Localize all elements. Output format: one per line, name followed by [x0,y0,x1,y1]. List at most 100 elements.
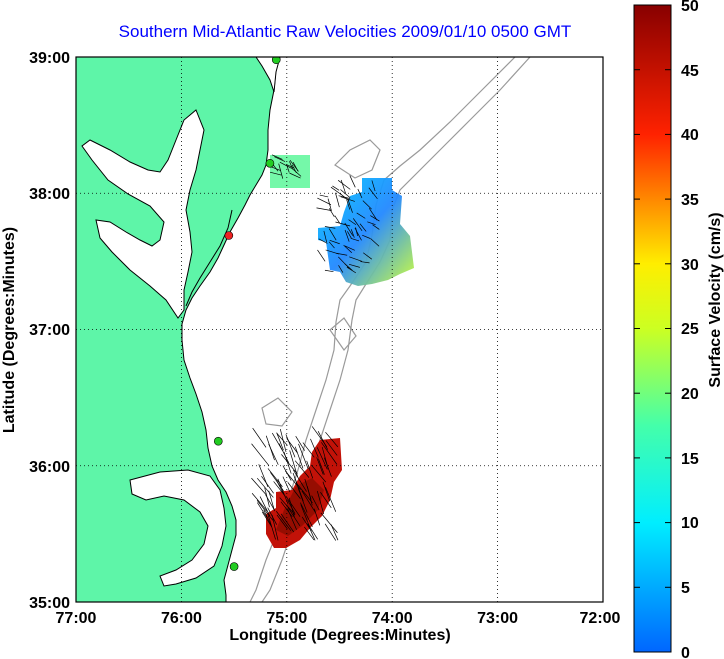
chesapeake-bay [81,109,205,319]
velocity-arrow [343,244,353,254]
velocity-arrow [317,249,326,262]
velocity-arrow [273,481,285,495]
velocity-arrow [265,435,275,461]
velocity-arrow [291,164,297,174]
velocity-arrow [267,507,277,525]
velocity-arrow [289,161,293,170]
velocity-arrow [316,447,328,470]
y-tick-label: 36:00 [29,459,70,476]
colorbar-tick-labels: 50 45 40 35 30 25 20 15 10 5 0 [681,0,699,659]
velocity-arrow [335,221,351,227]
velocity-arrow [334,215,341,224]
station-marker [213,436,223,446]
station-marker [224,231,234,240]
velocity-arrow [357,188,363,199]
y-tick-label: 38:00 [29,186,70,203]
velocity-arrow [259,496,271,517]
station-marker [271,57,281,65]
velocity-arrow [307,523,316,541]
velocity-arrow [294,477,304,502]
velocity-arrow [276,511,292,531]
velocity-arrow [332,185,340,191]
colorbar-tick-label: 20 [681,386,699,403]
velocity-arrow [280,513,295,533]
velocity-arrow [327,198,332,211]
pamlico-sound [129,469,227,587]
velocity-arrow [313,508,321,526]
velocity-arrow [276,432,284,451]
velocity-arrow [293,469,307,492]
velocity-arrow [359,223,367,232]
velocity-arrow [349,175,356,188]
colorbar-tick-label: 0 [681,645,690,659]
colorbar-tick-label: 35 [681,192,699,209]
velocity-arrow [325,440,338,456]
velocity-arrow [340,196,355,202]
velocity-arrow [328,241,335,249]
plot-frame [75,56,604,603]
velocity-arrow [324,523,337,541]
velocity-arrow [251,443,270,466]
velocity-arrow [349,256,363,262]
y-axis-label: Latitude (Degrees:Minutes) [1,227,18,433]
station-marker [265,158,275,168]
barrier-islands [185,209,233,307]
velocity-arrow [300,502,313,527]
colorbar-tick-label: 50 [681,0,699,15]
velocity-arrow [371,180,376,192]
velocity-arrow [267,468,283,487]
velocity-arrow [356,212,366,219]
velocity-arrow [278,163,284,179]
velocity-arrow [318,238,328,244]
velocity-arrow [286,164,295,169]
velocity-arrow [269,171,282,176]
velocity-arrow [367,221,376,225]
colorbar-tick-label: 40 [681,127,699,144]
x-tick-label: 73:00 [477,610,518,627]
velocity-arrow [258,464,269,488]
velocity-arrow [257,502,268,518]
velocity-vectors [251,154,380,541]
velocity-arrow [265,494,275,510]
velocity-arrow [302,442,315,458]
velocity-arrow [335,192,340,208]
x-tick-label: 76:00 [161,610,202,627]
velocity-arrow [362,234,371,239]
velocity-arrow [370,215,380,222]
velocity-arrow [311,464,327,483]
colorbar-tick-label: 5 [681,580,690,597]
velocity-arrow [325,431,339,448]
velocity-arrow [346,199,351,210]
colorbar-tick-label: 10 [681,515,699,532]
velocity-arrow [304,478,312,500]
velocity-patch-central [318,178,414,286]
velocity-arrow [321,442,338,465]
velocity-arrow [328,228,337,241]
velocity-arrow [295,482,313,504]
velocity-arrow [306,460,314,479]
velocity-arrow [294,460,310,478]
velocity-arrow [336,252,348,256]
velocity-arrow [316,457,324,475]
velocity-arrow [318,458,325,475]
velocity-arrow [252,427,267,448]
velocity-arrow [372,224,380,230]
velocity-arrow [279,428,287,453]
velocity-arrow [274,156,286,162]
velocity-arrow [316,207,332,211]
velocity-arrow [279,161,292,169]
velocity-arrow [320,512,338,533]
velocity-arrow [287,508,297,530]
velocity-arrow [307,524,318,540]
velocity-arrow [347,199,353,213]
x-tick-label: 77:00 [56,610,97,627]
y-tick-label: 37:00 [29,322,70,339]
velocity-arrow [347,231,352,239]
velocity-arrow [276,514,288,530]
velocity-arrow [324,226,336,229]
velocity-arrow [362,252,373,260]
velocity-arrow [323,230,328,243]
velocity-arrow [344,245,355,251]
chart-title: Southern Mid-Atlantic Raw Velocities 200… [118,22,572,41]
